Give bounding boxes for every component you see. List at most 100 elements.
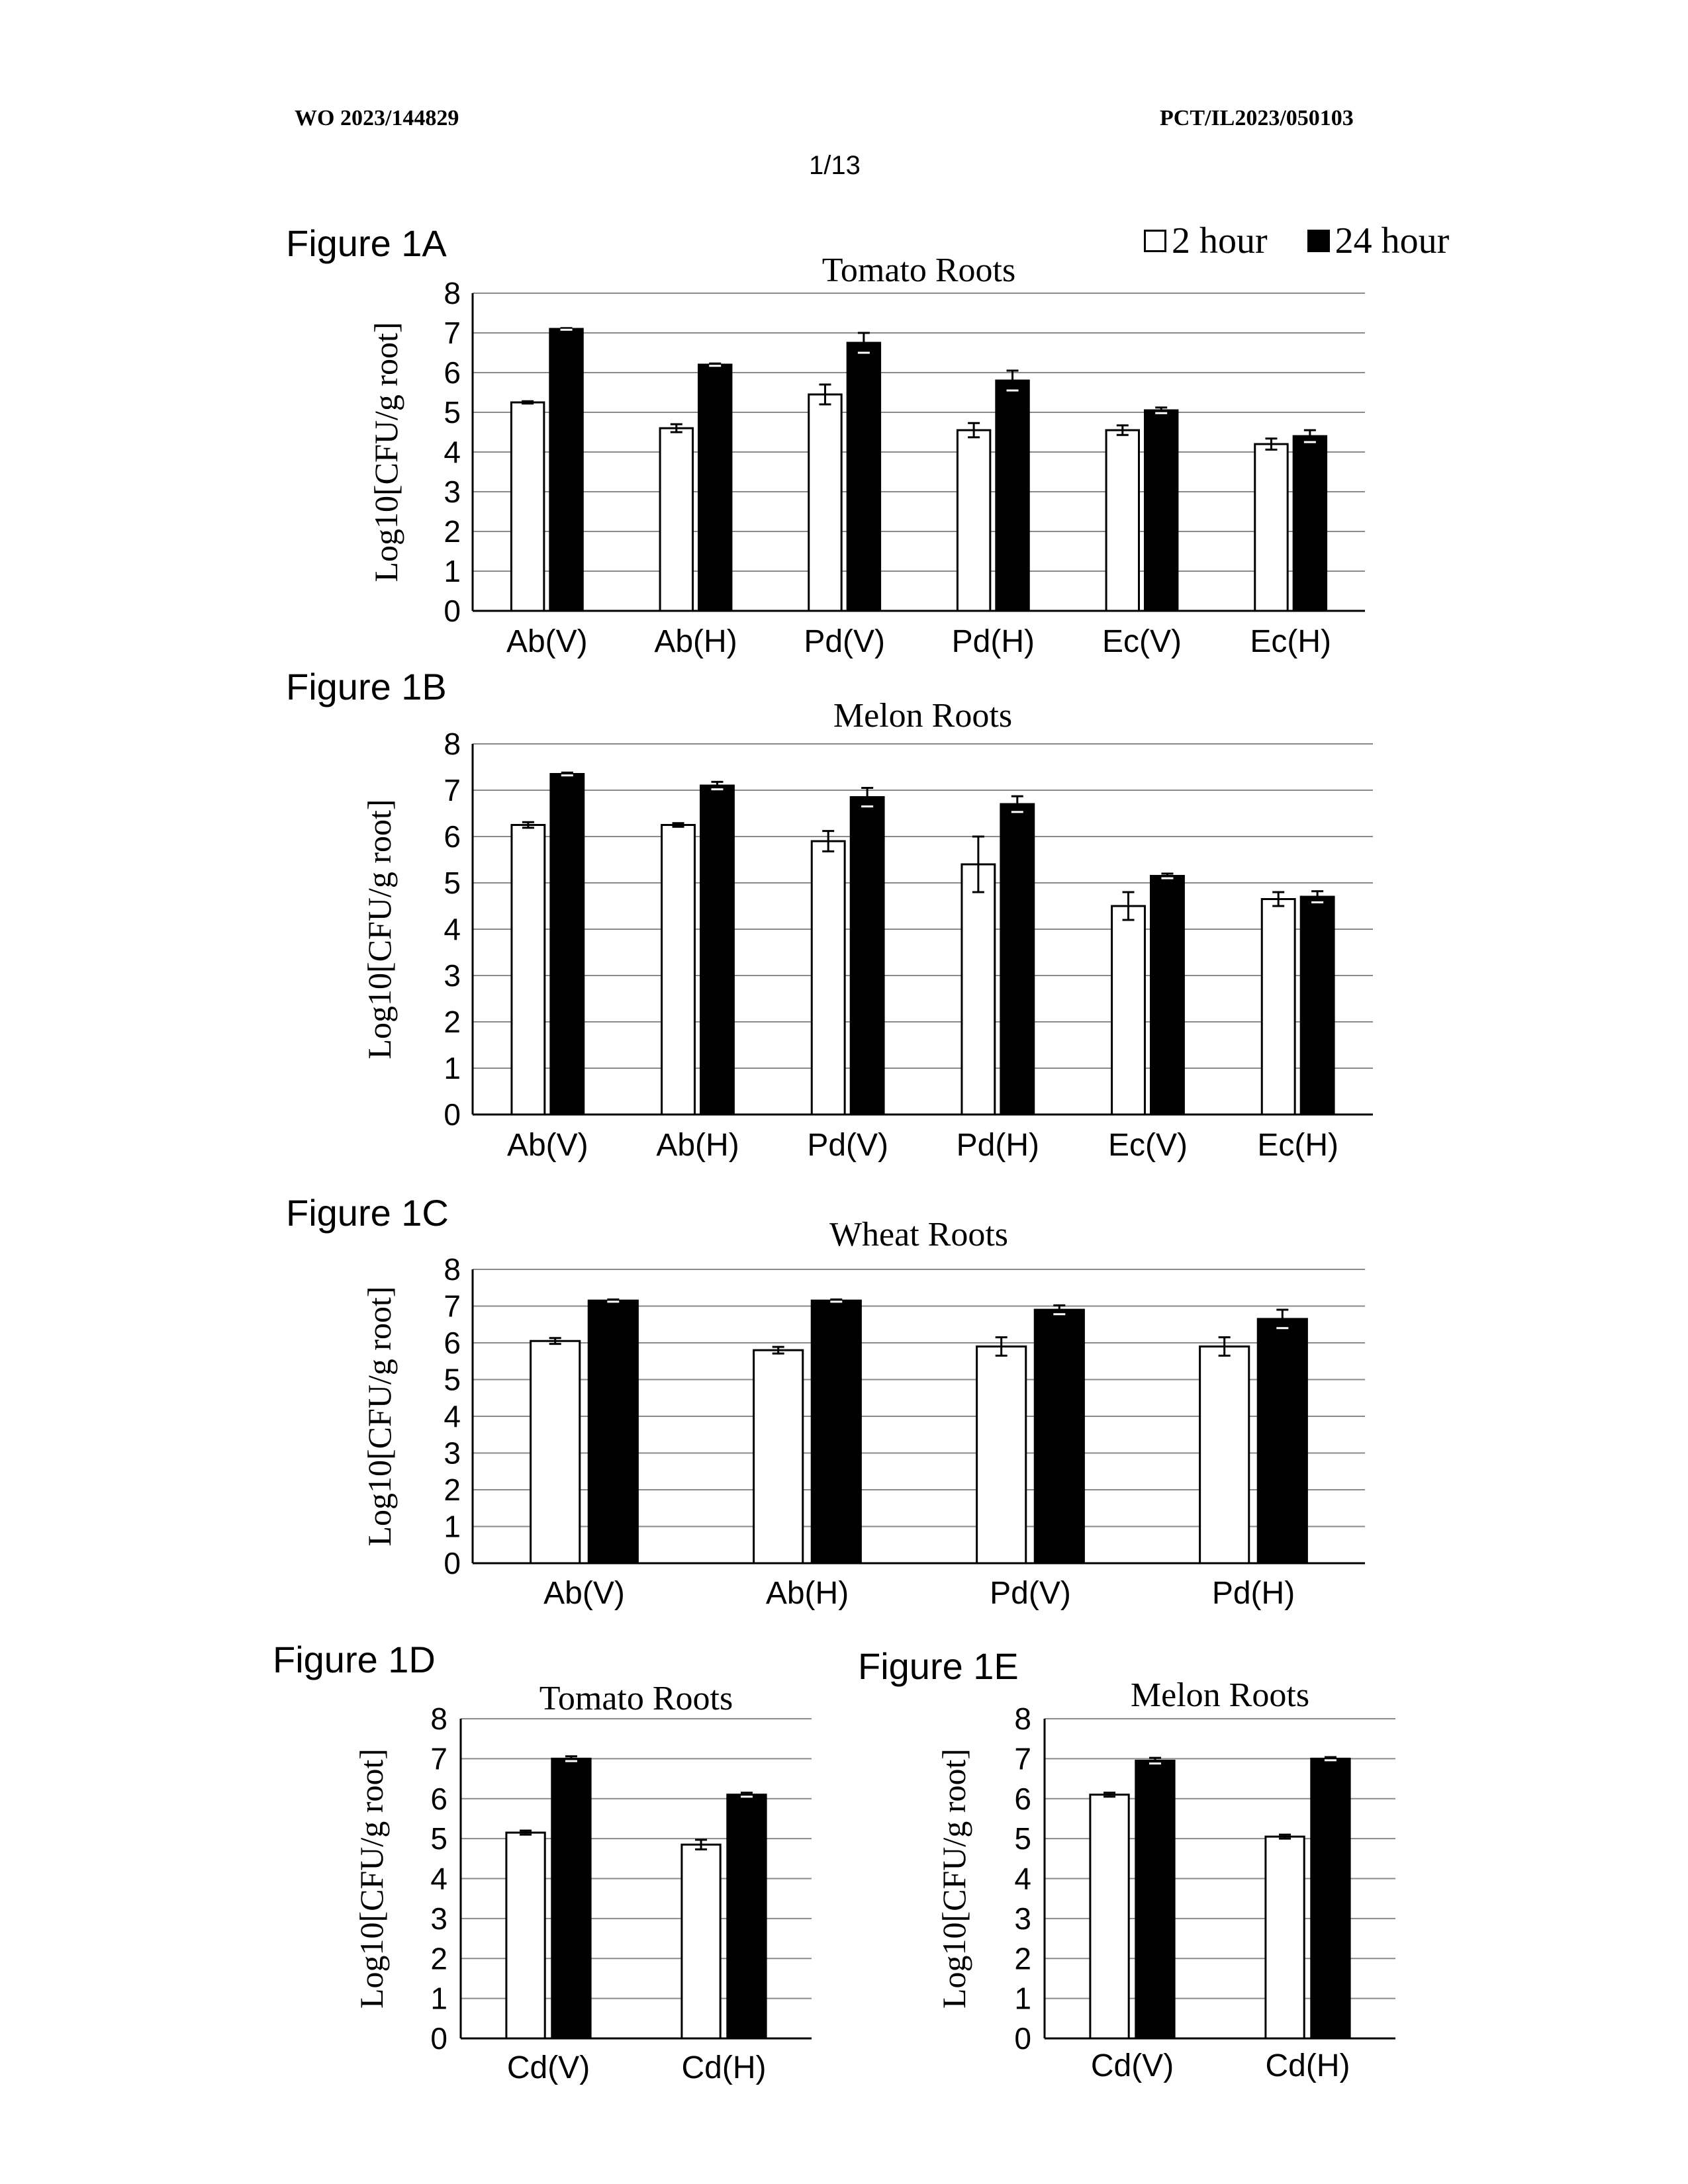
x-tick-label: Ec(H) (1257, 1128, 1338, 1163)
y-tick-label: 6 (444, 1326, 461, 1360)
y-axis-label: Log10[CFU/g root] (361, 1286, 398, 1546)
bar-2-hour (812, 841, 845, 1115)
y-tick-label: 5 (444, 395, 461, 430)
bar-24-hour (698, 365, 731, 611)
bar-24-hour (996, 381, 1029, 611)
y-tick-label: 6 (1014, 1782, 1031, 1816)
bar-24-hour (551, 774, 584, 1115)
bar-2-hour (1266, 1837, 1304, 2038)
x-tick-label: Cd(H) (682, 2050, 767, 2085)
y-tick-label: 6 (444, 819, 461, 854)
bar-2-hour (506, 1833, 545, 2038)
y-axis-label: Log10[CFU/g root] (935, 1749, 972, 2009)
y-tick-label: 1 (1014, 1981, 1031, 2016)
y-tick-label: 2 (444, 1473, 461, 1507)
bar-24-hour (1136, 1760, 1174, 2038)
bar-24-hour (1151, 876, 1184, 1115)
bar-2-hour (1090, 1795, 1129, 2038)
x-tick-label: Pd(H) (1212, 1576, 1295, 1611)
y-tick-label: 4 (430, 1862, 447, 1896)
bar-2-hour (1262, 899, 1295, 1115)
y-tick-label: 7 (430, 1741, 447, 1776)
y-tick-label: 6 (430, 1782, 447, 1816)
y-tick-label: 0 (444, 594, 461, 628)
x-tick-label: Pd(V) (807, 1128, 888, 1163)
bar-24-hour (701, 786, 734, 1115)
y-tick-label: 0 (430, 2021, 447, 2056)
x-tick-label: Pd(V) (804, 624, 885, 659)
y-tick-label: 7 (1014, 1741, 1031, 1776)
y-tick-label: 1 (444, 1510, 461, 1544)
x-tick-label: Ab(V) (543, 1576, 625, 1611)
y-tick-label: 3 (444, 958, 461, 993)
chart-figure-1b: 012345678Melon RootsLog10[CFU/g root]Ab(… (361, 697, 1373, 1163)
bar-2-hour (977, 1347, 1026, 1563)
bar-24-hour (588, 1300, 637, 1563)
x-tick-label: Ec(V) (1102, 624, 1182, 659)
bar-24-hour (1301, 897, 1334, 1115)
y-tick-label: 5 (1014, 1821, 1031, 1856)
chart-title: Tomato Roots (822, 251, 1015, 289)
bar-24-hour (1035, 1310, 1084, 1563)
y-tick-label: 8 (444, 276, 461, 310)
y-tick-label: 2 (1014, 1941, 1031, 1976)
y-tick-label: 0 (444, 1097, 461, 1132)
chart-figure-1c: 012345678Wheat RootsLog10[CFU/g root]Ab(… (361, 1216, 1365, 1611)
y-tick-label: 1 (430, 1981, 447, 2016)
bar-24-hour (1145, 410, 1177, 611)
y-axis-label: Log10[CFU/g root] (361, 799, 398, 1059)
y-tick-label: 8 (444, 727, 461, 761)
y-axis-label: Log10[CFU/g root] (353, 1749, 390, 2009)
y-tick-label: 0 (444, 1546, 461, 1580)
bar-2-hour (682, 1844, 720, 2038)
chart-title: Melon Roots (1131, 1676, 1309, 1714)
bar-2-hour (1106, 430, 1139, 611)
y-tick-label: 5 (444, 1363, 461, 1397)
y-tick-label: 5 (444, 866, 461, 900)
bar-24-hour (1311, 1758, 1350, 2038)
x-tick-label: Ab(V) (506, 624, 588, 659)
x-tick-label: Ab(H) (766, 1576, 849, 1611)
x-tick-label: Ec(V) (1108, 1128, 1188, 1163)
bar-2-hour (660, 428, 692, 611)
y-tick-label: 3 (1014, 1901, 1031, 1936)
y-tick-label: 0 (1014, 2021, 1031, 2056)
y-tick-label: 1 (444, 1051, 461, 1085)
x-tick-label: Ec(H) (1250, 624, 1331, 659)
bar-2-hour (957, 430, 990, 611)
bar-2-hour (1255, 444, 1288, 611)
y-tick-label: 4 (444, 1399, 461, 1433)
bar-2-hour (962, 864, 995, 1115)
bar-2-hour (1200, 1347, 1249, 1563)
y-tick-label: 4 (444, 912, 461, 946)
chart-figure-1d: 012345678Tomato RootsLog10[CFU/g root]Cd… (353, 1680, 812, 2085)
x-tick-label: Cd(H) (1266, 2048, 1350, 2083)
y-tick-label: 8 (430, 1702, 447, 1736)
chart-title: Melon Roots (833, 697, 1012, 735)
y-tick-label: 2 (444, 1005, 461, 1039)
bar-24-hour (727, 1795, 766, 2038)
bar-2-hour (662, 825, 695, 1115)
y-tick-label: 7 (444, 1289, 461, 1324)
y-axis-label: Log10[CFU/g root] (367, 322, 404, 582)
y-tick-label: 6 (444, 355, 461, 390)
bar-24-hour (812, 1300, 861, 1563)
y-tick-label: 4 (444, 435, 461, 469)
bar-24-hour (552, 1758, 590, 2038)
y-tick-label: 2 (444, 514, 461, 549)
x-tick-label: Ab(H) (656, 1128, 739, 1163)
bar-2-hour (512, 825, 545, 1115)
bar-2-hour (754, 1350, 803, 1563)
y-tick-label: 3 (444, 475, 461, 509)
y-tick-label: 8 (444, 1252, 461, 1287)
x-tick-label: Ab(H) (654, 624, 737, 659)
x-tick-label: Cd(V) (1091, 2048, 1174, 2083)
bar-2-hour (809, 394, 841, 611)
y-tick-label: 5 (430, 1821, 447, 1856)
x-tick-label: Pd(V) (990, 1576, 1071, 1611)
y-tick-label: 2 (430, 1941, 447, 1976)
chart-figure-1a: 012345678Tomato RootsLog10[CFU/g root]Ab… (367, 251, 1365, 659)
y-tick-label: 8 (1014, 1702, 1031, 1736)
bar-24-hour (851, 797, 884, 1115)
x-tick-label: Ab(V) (507, 1128, 588, 1163)
